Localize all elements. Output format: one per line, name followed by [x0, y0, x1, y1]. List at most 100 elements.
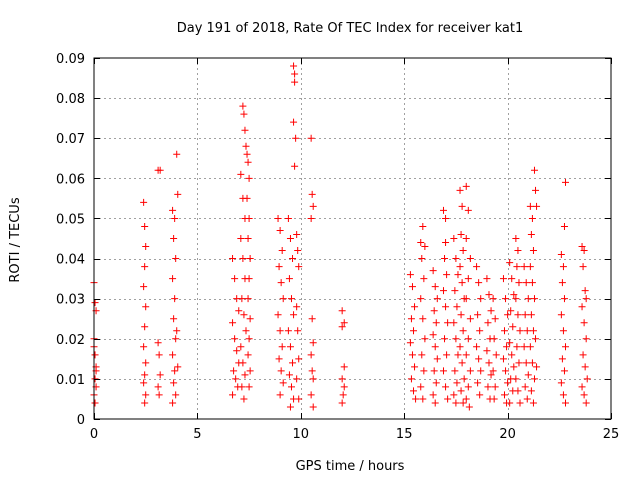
data-point: [500, 391, 508, 399]
data-point: [231, 335, 239, 343]
data-point: [444, 319, 452, 327]
data-point: [430, 307, 438, 315]
data-point: [174, 190, 182, 198]
data-point: [524, 295, 532, 303]
data-point: [491, 383, 499, 391]
data-point: [464, 275, 472, 283]
data-point: [431, 399, 439, 407]
data-point: [230, 367, 238, 375]
axis-ticks: [94, 58, 612, 420]
data-point: [582, 399, 590, 407]
data-point: [421, 335, 429, 343]
data-point: [173, 150, 181, 158]
data-point: [526, 343, 534, 351]
data-point: [450, 391, 458, 399]
data-point: [464, 335, 472, 343]
data-point: [523, 395, 531, 403]
y-tick-labels: 0 0.01 0.02 0.03 0.04 0.05 0.06 0.07 0.08 0.09: [56, 52, 85, 428]
y-tick-label: 0.07: [56, 132, 85, 147]
data-point: [462, 351, 470, 359]
data-point: [155, 351, 163, 359]
data-point: [142, 243, 150, 251]
data-point: [420, 367, 428, 375]
data-point: [443, 351, 451, 359]
data-point: [487, 371, 495, 379]
data-point: [233, 347, 241, 355]
data-point: [458, 202, 466, 210]
data-point: [510, 291, 518, 299]
data-point: [279, 379, 287, 387]
data-point: [515, 359, 523, 367]
data-point: [451, 287, 459, 295]
data-point: [309, 375, 317, 383]
data-point: [512, 235, 520, 242]
data-point: [284, 214, 292, 222]
data-point: [169, 351, 177, 359]
data-point: [530, 166, 538, 174]
data-point: [240, 395, 248, 403]
data-point: [291, 78, 299, 86]
data-point: [277, 367, 285, 375]
data-point: [245, 335, 253, 343]
data-point: [520, 343, 528, 351]
data-point: [286, 235, 294, 242]
data-point: [278, 343, 286, 351]
data-point: [579, 263, 587, 271]
data-point: [474, 311, 482, 319]
data-point: [484, 383, 492, 391]
data-point: [456, 186, 464, 194]
data-point: [172, 391, 180, 399]
x-tick-label: 5: [193, 427, 201, 442]
data-point: [483, 275, 491, 283]
data-point: [529, 399, 537, 407]
data-point: [275, 355, 283, 363]
data-point: [528, 214, 536, 222]
data-point: [462, 395, 470, 403]
data-point: [504, 379, 512, 387]
data-point: [245, 275, 253, 283]
data-point: [527, 387, 535, 395]
data-point: [513, 343, 521, 351]
data-point: [294, 247, 302, 255]
data-point: [245, 383, 253, 391]
data-point: [514, 311, 522, 319]
data-point: [506, 339, 514, 347]
data-point: [559, 327, 567, 335]
data-point: [420, 275, 428, 283]
data-point: [338, 375, 346, 383]
data-point: [287, 295, 295, 303]
data-point: [559, 263, 567, 271]
data-point: [141, 263, 149, 271]
data-point: [507, 307, 515, 315]
data-point: [502, 367, 510, 375]
data-point: [439, 287, 447, 295]
data-point: [237, 343, 245, 351]
data-point: [410, 387, 418, 395]
data-point: [512, 375, 520, 383]
data-point: [459, 327, 467, 335]
data-point: [431, 283, 439, 291]
data-point: [557, 379, 565, 387]
data-point: [173, 327, 181, 335]
data-point: [432, 379, 440, 387]
data-point: [466, 315, 474, 323]
data-point: [533, 202, 541, 210]
data-point: [287, 383, 295, 391]
data-point: [289, 359, 297, 367]
data-point: [243, 194, 251, 202]
data-point: [520, 263, 528, 271]
data-point: [246, 367, 254, 375]
data-point: [474, 379, 482, 387]
data-point: [466, 367, 474, 375]
data-point: [489, 295, 497, 303]
data-point: [293, 230, 301, 238]
data-point: [411, 303, 419, 311]
data-point: [442, 214, 450, 222]
data-point: [433, 355, 441, 363]
data-point: [489, 367, 497, 375]
data-point: [582, 295, 590, 303]
data-point: [465, 403, 473, 411]
data-point: [291, 70, 299, 78]
data-point: [232, 375, 240, 383]
data-point: [513, 263, 521, 271]
